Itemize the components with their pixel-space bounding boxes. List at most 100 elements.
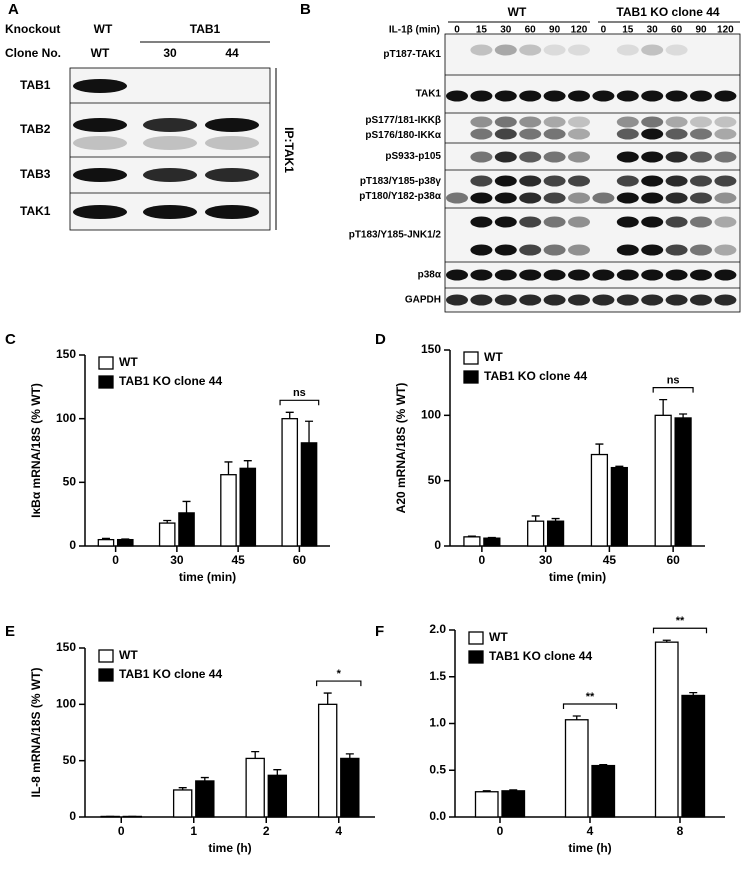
blot-band [714, 128, 737, 140]
blot-band [616, 244, 639, 256]
blot-band [470, 244, 493, 256]
error-bar [305, 420, 314, 443]
legend-swatch [98, 668, 114, 682]
error-bar [285, 411, 294, 419]
bar [116, 538, 134, 547]
row-header: Clone No. [5, 46, 61, 60]
blot-band [690, 192, 712, 204]
blot-band [714, 151, 737, 163]
blot-row-label: pS176/180-IKKα [365, 130, 441, 141]
blot-band [543, 294, 566, 306]
x-tick-label: 45 [231, 553, 245, 567]
blot-band [494, 128, 517, 140]
panel-label: D [375, 331, 386, 348]
y-tick-label: 0 [69, 809, 76, 823]
blot-band [519, 269, 542, 281]
blot-band [690, 90, 712, 102]
x-tick-label: 0 [479, 553, 486, 567]
blot-band [543, 90, 566, 102]
blot-band [519, 128, 542, 140]
bar [527, 520, 545, 547]
blot-band [470, 294, 493, 306]
group-label: TAB1 [190, 22, 221, 36]
blot-band [592, 90, 615, 102]
error-bar [182, 500, 191, 513]
bar [501, 790, 526, 818]
bar [463, 536, 481, 547]
blot-band [616, 216, 639, 228]
bar [158, 522, 176, 547]
legend-swatch [468, 650, 484, 664]
blot-band [616, 192, 639, 204]
blot-band [641, 294, 664, 306]
x-tick-label: 8 [677, 824, 684, 838]
blot-band [519, 175, 542, 187]
blot-band [494, 269, 517, 281]
legend-label: WT [489, 630, 508, 644]
blot-band [592, 192, 615, 204]
blot-band [494, 90, 517, 102]
bar [245, 757, 265, 818]
blot-band [143, 118, 197, 132]
time-label: 90 [695, 25, 707, 36]
blot-band [73, 118, 127, 132]
blot-band [714, 192, 737, 204]
blot-band [616, 151, 639, 163]
y-axis-label: A20 mRNA/18S (% WT) [394, 383, 408, 514]
significance-bracket [562, 703, 618, 710]
blot-band [205, 118, 259, 132]
bar [546, 520, 565, 547]
bar [317, 703, 338, 818]
blot-row-label: p38α [418, 270, 442, 281]
blot-band [568, 175, 590, 187]
y-tick-label: 100 [56, 697, 76, 711]
y-tick-label: 150 [56, 640, 76, 654]
blot-band [543, 175, 566, 187]
blot-row-label: pS933-p105 [385, 151, 441, 162]
blot-band [714, 116, 737, 128]
row-header: Knockout [5, 22, 60, 36]
blot-band [665, 116, 688, 128]
x-tick-label: 0 [112, 553, 119, 567]
x-axis-label: time (h) [208, 841, 251, 855]
bar [681, 694, 706, 818]
legend-label: TAB1 KO clone 44 [119, 667, 222, 681]
blot-band [641, 128, 664, 140]
y-axis-label: IL-8 mRNA/18S (% WT) [29, 667, 43, 797]
y-tick-label: 1.5 [429, 669, 446, 683]
error-bar [659, 399, 668, 416]
blot-band [494, 44, 517, 56]
blot-band [592, 269, 615, 281]
time-label: 90 [549, 25, 561, 36]
blot-band [519, 90, 542, 102]
blot-band [568, 192, 590, 204]
ip-label: IP:TAK1 [282, 127, 296, 173]
legend-label: TAB1 KO clone 44 [489, 649, 592, 663]
blot-band [470, 269, 493, 281]
x-tick-label: 60 [293, 553, 307, 567]
y-tick-label: 0 [69, 538, 76, 552]
x-tick-label: 4 [587, 824, 594, 838]
legend-label: WT [484, 350, 503, 364]
bar [172, 789, 193, 818]
blot-band [470, 216, 493, 228]
bar [220, 474, 237, 547]
blot-band [641, 244, 664, 256]
x-tick-label: 30 [539, 553, 553, 567]
blot-band [616, 128, 639, 140]
blot-row-label: GAPDH [405, 295, 441, 306]
time-label: 60 [671, 25, 683, 36]
legend-swatch [463, 351, 479, 365]
blot-band [690, 294, 712, 306]
blot-band [641, 151, 664, 163]
legend-label: WT [119, 648, 138, 662]
blot-band [690, 175, 712, 187]
blot-band [470, 44, 493, 56]
y-tick-label: 100 [56, 411, 76, 425]
blot-band [543, 151, 566, 163]
blot-band [641, 175, 664, 187]
significance-label: ** [586, 691, 595, 703]
bar [654, 641, 679, 818]
blot-band [73, 79, 127, 93]
